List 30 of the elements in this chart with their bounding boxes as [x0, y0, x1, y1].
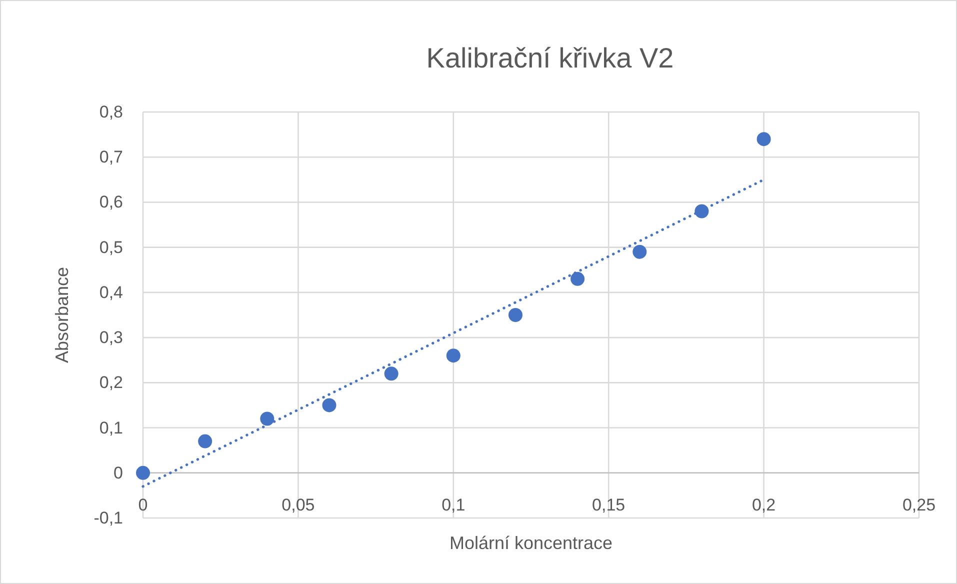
x-axis-title: Molární koncentrace — [449, 533, 613, 553]
point — [446, 348, 460, 363]
y-tick-label: 0,8 — [99, 102, 123, 122]
x-tick-label: 0,1 — [442, 495, 466, 514]
y-tick-label: -0,1 — [94, 508, 123, 528]
x-tick-label: 0,05 — [282, 495, 315, 514]
x-tick-label: 0,15 — [592, 495, 626, 514]
point — [136, 466, 150, 480]
point — [322, 398, 336, 412]
y-tick-label: 0,4 — [99, 282, 123, 302]
y-tick-label: 0,7 — [99, 148, 123, 167]
x-tick-label: 0,25 — [902, 495, 936, 514]
y-axis-title: Absorbance — [52, 266, 72, 364]
chart-title: Kalibrační křivka V2 — [426, 42, 674, 74]
y-tick-label: 0,2 — [99, 373, 123, 392]
y-tick-label: 0,6 — [99, 192, 123, 212]
point — [632, 244, 647, 259]
y-tick-label: 0,1 — [99, 418, 123, 438]
x-tick-label: 0 — [138, 495, 148, 514]
point — [384, 366, 398, 381]
point — [260, 412, 274, 426]
y-tick-label: 0,3 — [99, 328, 123, 348]
point — [198, 434, 212, 448]
point — [756, 132, 771, 146]
point — [508, 308, 522, 322]
y-tick-label: 0 — [114, 463, 123, 482]
y-tick-label: 0,5 — [99, 238, 123, 257]
point — [570, 272, 585, 286]
x-tick-label: 0,2 — [752, 495, 776, 514]
point — [694, 204, 709, 218]
